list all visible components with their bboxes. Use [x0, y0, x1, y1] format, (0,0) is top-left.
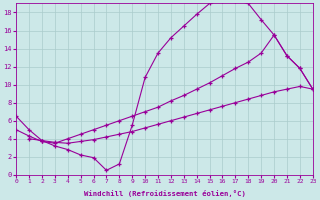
X-axis label: Windchill (Refroidissement éolien,°C): Windchill (Refroidissement éolien,°C): [84, 190, 245, 197]
